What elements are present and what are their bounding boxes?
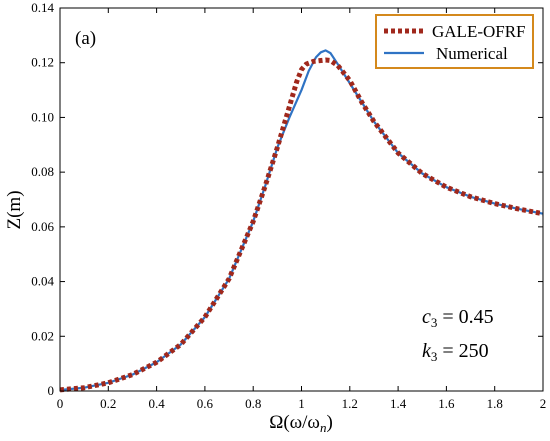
x-tick-label: 0.4 — [148, 396, 165, 411]
ticks-layer: 0 0.2 0.4 0.6 0.8 1 1.2 1.4 1.6 1.8 2 0 0.02 0.04 0.06… — [31, 0, 546, 411]
y-tick-label: 0.10 — [31, 109, 54, 124]
legend-label-gale-ofrf: GALE-OFRF — [432, 22, 526, 41]
x-tick-label: 0.8 — [245, 396, 261, 411]
y-tick-label: 0.02 — [31, 328, 54, 343]
x-tick-label: 0.2 — [100, 396, 116, 411]
y-tick-label: 0.08 — [31, 164, 54, 179]
x-tick-label: 0 — [57, 396, 64, 411]
x-tick-label: 1.8 — [487, 396, 503, 411]
y-tick-label: 0.06 — [31, 219, 54, 234]
annotation-k3: k3 = 250 — [422, 340, 489, 364]
legend: GALE-OFRF Numerical — [375, 14, 534, 69]
y-tick-label: 0.04 — [31, 274, 54, 289]
y-tick-label: 0.14 — [31, 0, 54, 15]
y-tick-label: 0 — [48, 383, 55, 398]
annotation-c3: c3 = 0.45 — [422, 306, 494, 330]
x-tick-label: 1.6 — [438, 396, 455, 411]
series-layer — [59, 49, 544, 393]
legend-box — [375, 14, 534, 69]
series-line-gale-ofrf — [59, 57, 544, 393]
panel-label: (a) — [75, 28, 96, 49]
legend-label-numerical: Numerical — [436, 44, 508, 63]
series-line-numerical — [59, 49, 544, 392]
x-tick-label: 1.2 — [342, 396, 358, 411]
x-axis-label-sub: n — [320, 420, 327, 435]
y-axis-label: Z(m) — [4, 190, 25, 229]
plot-frame — [59, 7, 544, 392]
x-axis-label: Ω(ω/ωn) — [269, 412, 333, 435]
x-tick-label: 1 — [298, 396, 305, 411]
x-tick-label: 0.6 — [197, 396, 214, 411]
x-tick-label: 2 — [540, 396, 547, 411]
x-tick-label: 1.4 — [390, 396, 407, 411]
y-tick-label: 0.12 — [31, 55, 54, 70]
x-axis-label-close: ) — [326, 412, 332, 433]
x-axis-label-main: Ω(ω/ω — [269, 412, 320, 433]
